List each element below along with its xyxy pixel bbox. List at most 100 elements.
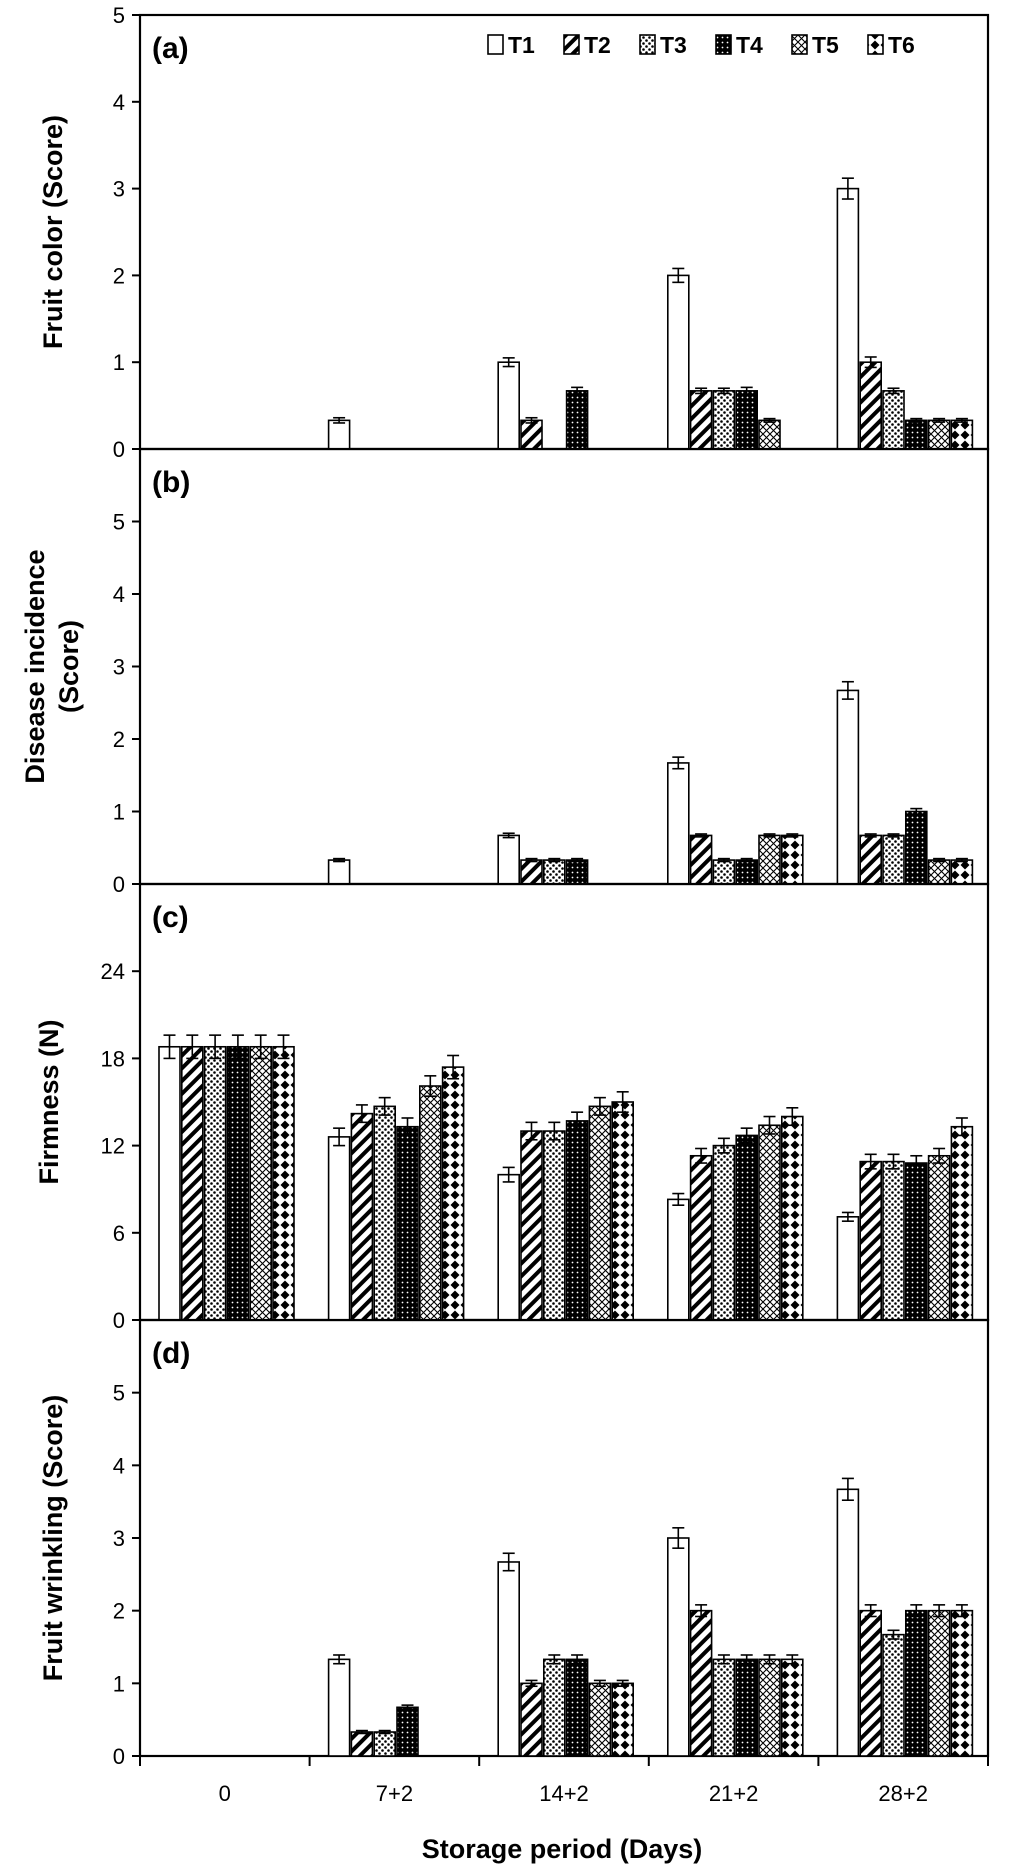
legend-swatch-t3 — [639, 34, 656, 55]
bar-t1 — [327, 859, 351, 885]
bar-t4 — [904, 419, 928, 450]
y-tick-label: 24 — [101, 959, 125, 984]
y-tick-label: 12 — [101, 1134, 125, 1159]
y-tick-label: 0 — [113, 437, 125, 462]
panel-label: (a) — [152, 32, 189, 65]
bar-t1 — [497, 834, 521, 885]
legend-label: T3 — [660, 32, 687, 58]
bar-t3 — [542, 1658, 566, 1757]
y-tick-label: 1 — [113, 1671, 125, 1696]
bar-t2 — [181, 1045, 204, 1321]
bar-t4 — [735, 1658, 759, 1757]
bar-t4 — [565, 390, 589, 450]
y-axis-title: Fruit wrinkling (Score) — [38, 1395, 68, 1682]
y-tick-label: 6 — [113, 1221, 125, 1246]
bar-t4 — [226, 1045, 250, 1321]
legend-swatch-t6 — [867, 34, 884, 55]
x-axis-title: Storage period (Days) — [422, 1834, 703, 1864]
legend-label: T1 — [508, 32, 535, 58]
y-tick-label: 2 — [113, 263, 125, 288]
bar-t2 — [859, 361, 883, 450]
legend-label: T4 — [736, 32, 763, 58]
bar-t4 — [904, 1162, 928, 1321]
bar-t1 — [836, 1488, 860, 1757]
bar-t1 — [666, 1537, 690, 1757]
bar-t1 — [497, 1561, 521, 1757]
y-tick-label: 5 — [113, 510, 125, 535]
bar-t1 — [497, 1173, 521, 1321]
bar-t2 — [689, 834, 713, 885]
bar-t4 — [565, 1120, 589, 1321]
panel-d: 0 1 2 3 4 5 Fruit wrinkling (Score) (d) — [38, 1318, 990, 1769]
bar-t5 — [758, 419, 781, 450]
bar-t5 — [249, 1045, 272, 1321]
bar-t3 — [542, 859, 566, 885]
bar-t6 — [611, 1101, 635, 1321]
y-tick-label: 4 — [113, 1453, 125, 1478]
bar-t6 — [780, 1115, 804, 1321]
y-tick-label: 1 — [113, 800, 125, 825]
legend-label: T6 — [888, 32, 915, 58]
bar-t5 — [927, 1609, 951, 1757]
y-tick-label: 4 — [113, 90, 125, 115]
bar-t4 — [904, 1609, 928, 1757]
y-tick-label: 5 — [113, 3, 125, 28]
bar-t6 — [950, 419, 974, 450]
bar-t3 — [882, 1160, 905, 1321]
bar-t1 — [836, 689, 860, 885]
y-tick-label: 1 — [113, 350, 125, 375]
panel-label: (c) — [152, 901, 189, 934]
bar-t4 — [735, 859, 759, 885]
bar-t6 — [611, 1682, 635, 1757]
x-tick-label: 21+2 — [709, 1781, 759, 1806]
bar-t1 — [327, 1658, 351, 1757]
bar-t6 — [780, 834, 804, 885]
bar-t1 — [497, 361, 521, 450]
bar-t3 — [882, 834, 905, 885]
bar-t5 — [758, 1124, 781, 1321]
legend-swatch-t1 — [487, 34, 504, 55]
bar-t3 — [712, 859, 736, 885]
bar-t2 — [520, 419, 543, 450]
bar-t6 — [950, 1609, 974, 1757]
bar-t2 — [689, 1609, 713, 1757]
bar-t1 — [666, 1198, 690, 1321]
bar-t6 — [780, 1658, 804, 1757]
legend-swatch-t4 — [715, 34, 732, 55]
bar-t5 — [927, 859, 951, 885]
x-tick-label: 14+2 — [539, 1781, 589, 1806]
bar-t1 — [327, 1136, 351, 1321]
bar-t2 — [350, 1112, 374, 1321]
bar-t6 — [950, 1125, 974, 1321]
legend: T1 T2 T3 T4 T5 T6 — [487, 32, 915, 58]
y-tick-label: 3 — [113, 1526, 125, 1551]
legend-swatch-t2 — [563, 34, 580, 55]
bar-t1 — [666, 762, 690, 885]
bar-t5 — [927, 1154, 951, 1321]
legend-label: T2 — [584, 32, 611, 58]
panel-label: (b) — [152, 466, 190, 499]
bar-t2 — [520, 859, 543, 885]
x-tick-label: 28+2 — [878, 1781, 928, 1806]
y-tick-label: 2 — [113, 1599, 125, 1624]
bar-t5 — [588, 1682, 612, 1757]
bar-t2 — [520, 1682, 543, 1757]
bar-t3 — [712, 1658, 736, 1757]
bar-t5 — [758, 834, 781, 885]
legend-label: T5 — [812, 32, 839, 58]
bar-t5 — [927, 419, 951, 450]
bar-t3 — [373, 1731, 397, 1757]
panel-b: 0 1 2 3 4 5 Disease incidence (Score) (b) — [20, 447, 990, 897]
bar-t6 — [272, 1045, 295, 1321]
bar-t2 — [689, 1154, 713, 1321]
bar-t3 — [882, 1633, 905, 1757]
bar-t2 — [689, 390, 713, 450]
x-tick-label: 0 — [219, 1781, 231, 1806]
y-tick-label: 3 — [113, 655, 125, 680]
bar-t4 — [565, 1658, 589, 1757]
bar-t3 — [542, 1130, 566, 1321]
legend-swatch-t5 — [791, 34, 808, 55]
y-tick-label: 3 — [113, 177, 125, 202]
y-tick-label: 4 — [113, 582, 125, 607]
bar-t5 — [418, 1085, 442, 1321]
